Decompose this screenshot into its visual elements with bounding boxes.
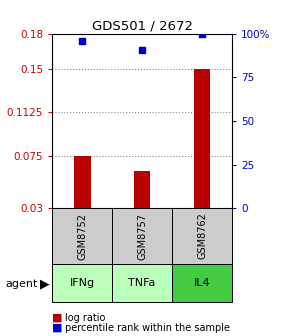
Text: agent: agent <box>6 279 38 289</box>
Bar <box>172 264 232 302</box>
Bar <box>74 156 90 208</box>
Point <box>140 47 144 53</box>
Title: GDS501 / 2672: GDS501 / 2672 <box>92 19 193 33</box>
Text: GSM8762: GSM8762 <box>197 213 207 259</box>
Text: GSM8757: GSM8757 <box>137 213 147 259</box>
Text: percentile rank within the sample: percentile rank within the sample <box>65 323 230 333</box>
Text: ■: ■ <box>52 312 63 323</box>
Point <box>200 31 204 36</box>
Text: IL4: IL4 <box>194 278 210 288</box>
Text: GSM8752: GSM8752 <box>77 213 87 259</box>
Bar <box>52 264 112 302</box>
Text: ▶: ▶ <box>40 278 50 290</box>
Bar <box>134 171 151 208</box>
Text: ■: ■ <box>52 323 63 333</box>
Point <box>80 38 84 43</box>
Bar <box>52 208 112 264</box>
Bar <box>112 208 172 264</box>
Bar <box>112 264 172 302</box>
Bar <box>194 69 211 208</box>
Text: TNFa: TNFa <box>128 278 156 288</box>
Text: IFNg: IFNg <box>70 278 95 288</box>
Bar <box>172 208 232 264</box>
Text: log ratio: log ratio <box>65 312 106 323</box>
